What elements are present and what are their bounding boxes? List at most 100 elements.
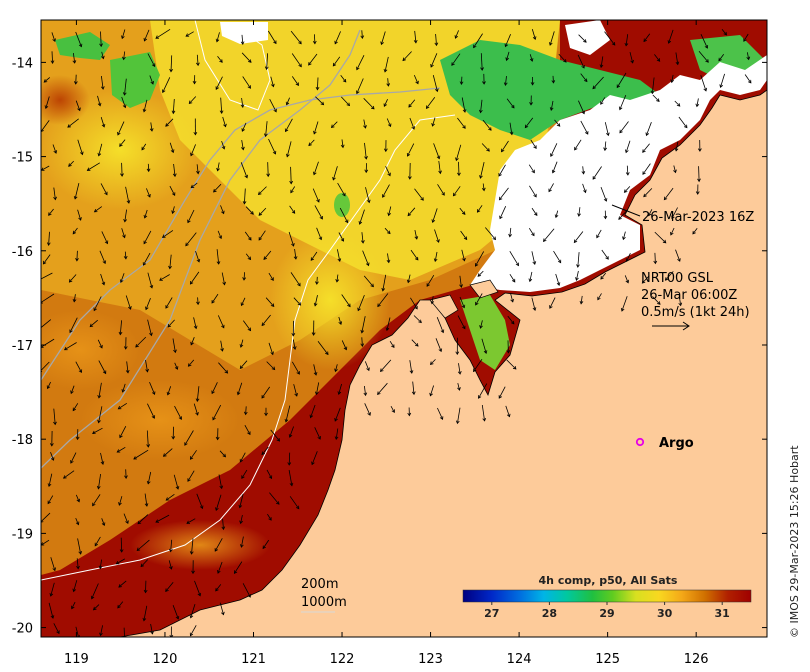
current-vector-head (360, 343, 365, 347)
current-vector (285, 405, 291, 422)
current-vector (624, 275, 629, 283)
argo-float-marker[interactable] (635, 437, 645, 447)
current-vector (498, 164, 506, 177)
current-vector-head (120, 173, 124, 177)
contour-200-legend: 200m (301, 577, 338, 592)
longitude-axis: 119 120 121 122 123 124 125 126 (64, 20, 709, 667)
current-vector (385, 166, 391, 176)
current-vector (671, 207, 678, 219)
current-vector (94, 206, 103, 213)
current-vector-head (285, 101, 290, 106)
current-vector (172, 206, 175, 214)
current-vector (407, 274, 411, 283)
current-vector-head (532, 36, 537, 41)
current-vector-head (592, 176, 596, 180)
current-vector-head (118, 331, 123, 336)
current-vector (124, 251, 127, 259)
current-vector-head (42, 260, 47, 265)
current-vector (147, 319, 152, 336)
current-vector-head (270, 351, 274, 356)
current-vector-head (122, 56, 126, 61)
current-vector (600, 97, 606, 105)
current-vector-head (695, 103, 700, 108)
current-vector (93, 296, 102, 311)
current-vector-head (723, 31, 727, 36)
contour-1000-legend: 1000m (301, 595, 347, 610)
current-vector (459, 207, 466, 215)
current-vector (73, 580, 78, 592)
current-vector-head (62, 475, 67, 479)
current-vector-head (43, 79, 48, 83)
current-vector-head (643, 193, 647, 198)
current-vector-head (52, 567, 56, 572)
current-vector (267, 30, 277, 44)
current-vector-head (506, 350, 511, 354)
current-vector-head (243, 411, 248, 416)
current-vector (265, 121, 268, 137)
current-vector (411, 339, 419, 347)
current-vector-head (125, 520, 129, 525)
current-vector (505, 405, 510, 417)
current-vector (341, 294, 351, 307)
current-vector (221, 272, 225, 285)
current-vector (215, 76, 223, 90)
current-vector (642, 163, 651, 175)
current-vector-head (273, 40, 277, 45)
current-vector-head (124, 475, 128, 479)
current-vector-head (191, 570, 195, 575)
current-vector-head (650, 90, 655, 95)
current-vector (196, 164, 199, 174)
current-vector-head (171, 192, 176, 197)
current-vector-head (222, 453, 227, 458)
current-vector (437, 184, 445, 196)
current-vector-head (221, 526, 226, 531)
current-vector (484, 227, 496, 240)
current-vector-head (439, 416, 444, 421)
current-vector (165, 581, 174, 592)
current-vector-head (286, 153, 290, 158)
current-vector (652, 94, 660, 102)
current-vector-head (743, 38, 747, 42)
current-vector-head (377, 391, 381, 395)
current-vector-head (435, 88, 439, 93)
current-vector (316, 227, 322, 240)
current-vector (341, 340, 347, 350)
current-vector-head (508, 233, 513, 238)
current-vector-head (141, 146, 145, 151)
current-vector-head (549, 305, 553, 309)
current-vector-head (236, 391, 241, 396)
current-vector (435, 33, 437, 46)
current-vector (76, 558, 79, 569)
current-vector (380, 359, 392, 372)
current-vector (48, 231, 50, 246)
current-vector (457, 407, 461, 424)
current-vector (149, 75, 154, 85)
current-vector-head (211, 390, 215, 395)
current-vector (499, 206, 507, 219)
current-vector-head (123, 255, 128, 260)
current-vector (675, 141, 679, 151)
current-vector (143, 252, 151, 266)
current-vector-head (171, 210, 175, 215)
current-vector-head (330, 124, 335, 129)
current-vector-head (429, 392, 433, 397)
current-vector-head (319, 215, 323, 220)
current-vector (461, 97, 466, 113)
current-vector-head (673, 169, 677, 174)
current-vector (41, 165, 50, 171)
current-vector (384, 56, 389, 72)
lat-tick-label: -19 (12, 527, 33, 542)
current-vector-head (171, 436, 176, 440)
current-vector (409, 117, 415, 130)
current-vector-head (266, 173, 271, 178)
current-vector (87, 162, 101, 171)
current-vector (747, 52, 750, 60)
lat-tick-label: -18 (12, 433, 33, 448)
current-vector (165, 493, 175, 501)
current-vector (386, 317, 391, 331)
current-model-label: NRT00 GSL (641, 271, 714, 286)
current-vector-head (462, 125, 466, 129)
current-vector (696, 98, 699, 107)
current-vector (120, 537, 123, 553)
current-vector-head (625, 172, 630, 176)
